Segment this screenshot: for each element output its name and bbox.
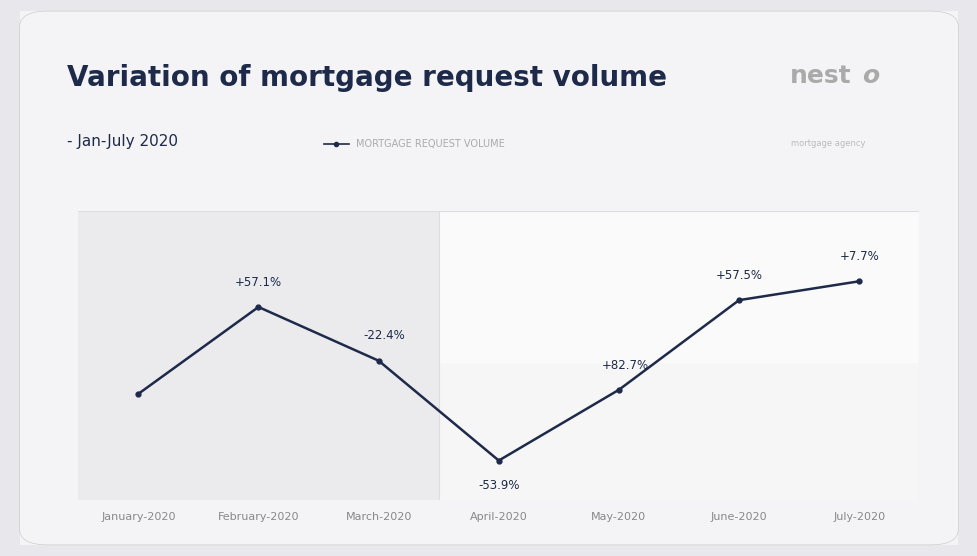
Text: +57.1%: +57.1% [234, 276, 281, 289]
Text: -22.4%: -22.4% [363, 330, 405, 342]
Text: - Jan-July 2020: - Jan-July 2020 [66, 134, 177, 149]
Text: +82.7%: +82.7% [601, 359, 648, 371]
Bar [439, 211, 918, 500]
Legend: MORTGAGE REQUEST VOLUME: MORTGAGE REQUEST VOLUME [320, 135, 508, 153]
Text: mortgage agency: mortgage agency [790, 139, 865, 148]
Text: nest: nest [788, 64, 850, 88]
Text: -53.9%: -53.9% [478, 479, 519, 492]
FancyBboxPatch shape [20, 11, 957, 545]
Bar [439, 364, 918, 500]
Text: Variation of mortgage request volume: Variation of mortgage request volume [66, 64, 665, 92]
Text: +7.7%: +7.7% [838, 250, 878, 263]
Text: o: o [861, 64, 878, 88]
Text: +57.5%: +57.5% [715, 269, 762, 282]
